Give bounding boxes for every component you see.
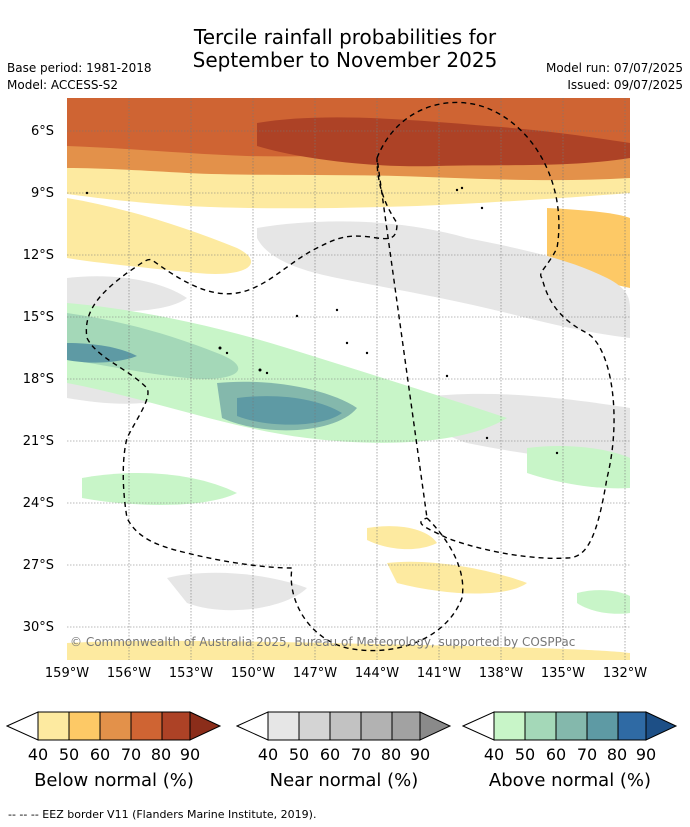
colorbar-near-label: Near normal (%) bbox=[269, 770, 419, 791]
colorbar-above-tick-40: 40 bbox=[483, 745, 505, 764]
colorbar-below-tick-60: 60 bbox=[89, 745, 111, 764]
lat-label-18s: 18°S bbox=[22, 372, 54, 387]
colorbar-above-tick-60: 60 bbox=[545, 745, 567, 764]
colorbar-below-tick-50: 50 bbox=[58, 745, 80, 764]
lon-label-150w: 150°W bbox=[230, 666, 276, 681]
lat-label-9s: 9°S bbox=[30, 186, 54, 201]
colorbar-near-tick-90: 90 bbox=[409, 745, 431, 764]
lat-label-15s: 15°S bbox=[22, 310, 54, 325]
colorbar-below-tick-70: 70 bbox=[120, 745, 142, 764]
colorbar-below-tick-40: 40 bbox=[27, 745, 49, 764]
lat-label-6s: 6°S bbox=[30, 124, 54, 139]
title-line-1: Tercile rainfall probabilities for bbox=[193, 25, 497, 49]
colorbar-near-tick-50: 50 bbox=[288, 745, 310, 764]
lon-label-135w: 135°W bbox=[540, 666, 586, 681]
lon-label-138w: 138°W bbox=[478, 666, 524, 681]
issued-date: Issued: 09/07/2025 bbox=[567, 78, 683, 92]
colorbar-near-tick-70: 70 bbox=[350, 745, 372, 764]
lon-label-132w: 132°W bbox=[602, 666, 648, 681]
eez-legend-note: -- -- -- EEZ border V11 (Flanders Marine… bbox=[8, 808, 317, 821]
lat-label-27s: 27°S bbox=[22, 558, 54, 573]
title-line-2: September to November 2025 bbox=[192, 48, 498, 72]
model-name: Model: ACCESS-S2 bbox=[7, 78, 119, 92]
model-run: Model run: 07/07/2025 bbox=[545, 61, 683, 75]
colorbar-above-normal bbox=[462, 711, 678, 741]
lon-label-159w: 159°W bbox=[44, 666, 90, 681]
lon-label-156w: 156°W bbox=[106, 666, 152, 681]
lon-label-153w: 153°W bbox=[168, 666, 214, 681]
colorbar-above-tick-70: 70 bbox=[576, 745, 598, 764]
colorbar-below-normal bbox=[6, 711, 222, 741]
colorbar-above-tick-80: 80 bbox=[606, 745, 628, 764]
colorbar-near-tick-60: 60 bbox=[319, 745, 341, 764]
lon-label-141w: 141°W bbox=[416, 666, 462, 681]
lon-label-147w: 147°W bbox=[292, 666, 338, 681]
lat-label-21s: 21°S bbox=[22, 434, 54, 449]
copyright-notice: © Commonwealth of Australia 2025, Bureau… bbox=[70, 635, 575, 649]
colorbar-below-tick-80: 80 bbox=[150, 745, 172, 764]
colorbar-below-label: Below normal (%) bbox=[34, 770, 194, 791]
lat-label-24s: 24°S bbox=[22, 496, 54, 511]
colorbar-near-normal bbox=[236, 711, 452, 741]
lat-label-12s: 12°S bbox=[22, 248, 54, 263]
colorbar-above-tick-90: 90 bbox=[635, 745, 657, 764]
lon-label-144w: 144°W bbox=[354, 666, 400, 681]
colorbar-above-label: Above normal (%) bbox=[488, 770, 652, 791]
colorbar-near-tick-40: 40 bbox=[257, 745, 279, 764]
colorbar-below-tick-90: 90 bbox=[179, 745, 201, 764]
colorbar-above-tick-50: 50 bbox=[514, 745, 536, 764]
base-period: Base period: 1981-2018 bbox=[7, 61, 152, 75]
rainfall-map: © Commonwealth of Australia 2025, Bureau… bbox=[67, 98, 630, 660]
lat-label-30s: 30°S bbox=[22, 620, 54, 635]
colorbar-near-tick-80: 80 bbox=[380, 745, 402, 764]
